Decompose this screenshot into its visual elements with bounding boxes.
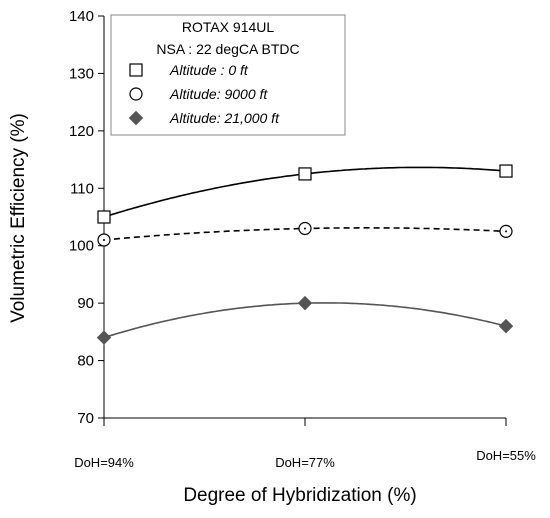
y-tick-label: 140 [69,8,94,25]
series-2-point-dot [304,227,306,230]
y-tick-label: 90 [77,295,94,312]
legend-title-line: NSA : 22 degCA BTDC [156,41,299,57]
legend-title-line: ROTAX 914UL [182,19,275,35]
x-tick-label: DoH=77% [275,455,335,470]
series-2-point-dot [505,230,507,233]
series-1-point [499,164,513,178]
x-tick-label: DoH=55% [476,448,536,463]
axes: 70 80 90 100 110 120 130 140 DoH=94% DoH=77% DoH=5… [69,8,536,470]
legend-marker-3 [128,110,144,126]
series-markers [96,164,514,345]
y-tick-label: 120 [69,123,94,140]
y-tick-label: 130 [69,65,94,82]
series-2-point-dot [103,238,105,241]
legend-label-3: Altitude: 21,000 ft [169,110,280,126]
series-3-point [498,318,514,334]
y-tick-label: 100 [69,238,94,255]
series-3-point [297,295,313,311]
series-1-point [298,167,312,181]
legend-box [110,14,346,136]
x-tick-label: DoH=94% [74,455,134,470]
y-axis-title: Volumetric Efficiency (%) [8,113,29,323]
legend-label-2: Altitude: 9000 ft [169,86,268,102]
legend: ROTAX 914UL NSA : 22 degCA BTDC Altitude :… [110,14,346,136]
legend-label-1: Altitude : 0 ft [169,62,249,78]
y-tick-label: 110 [70,180,94,197]
series-3-point [96,330,112,345]
y-tick-label: 70 [77,410,94,427]
legend-marker-1 [129,63,143,77]
series-1-point [97,210,111,224]
y-tick-label: 80 [77,353,94,370]
x-axis-title: Degree of Hybridization (%) [183,485,416,506]
legend-marker-2 [129,87,143,101]
series-curves [103,166,507,339]
